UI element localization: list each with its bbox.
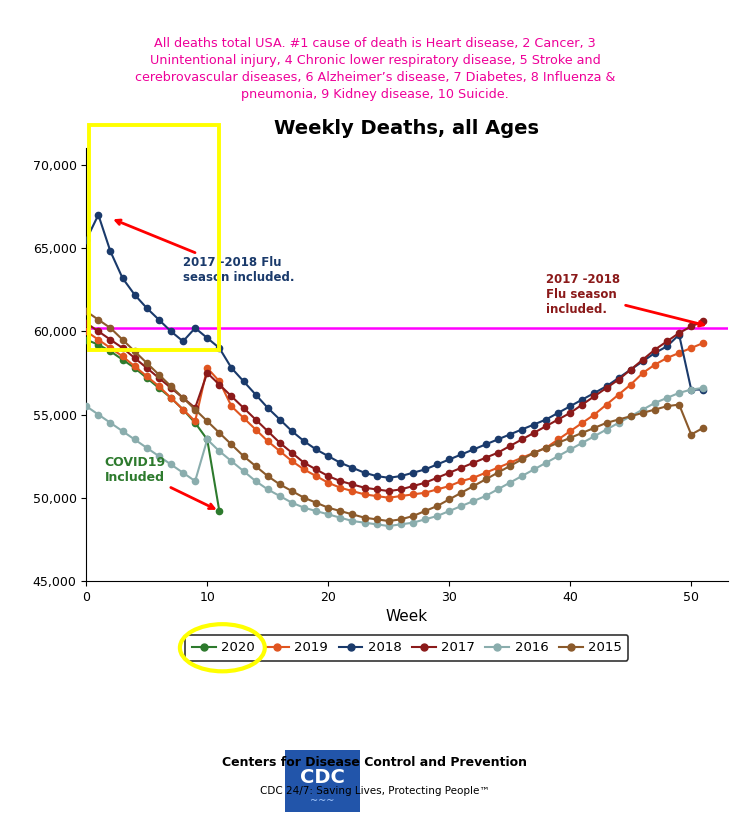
2016 xyxy=(469,496,478,506)
2020 xyxy=(94,339,103,349)
Text: CDC: CDC xyxy=(300,768,345,787)
Bar xyxy=(88,125,219,349)
2015 xyxy=(469,481,478,491)
Line: 2017: 2017 xyxy=(83,318,706,494)
Text: Centers for Disease Control and Prevention: Centers for Disease Control and Preventi… xyxy=(223,756,527,769)
2020 xyxy=(118,354,127,364)
2019 xyxy=(299,465,308,475)
2017 xyxy=(493,448,502,458)
2020 xyxy=(190,418,200,428)
Text: All deaths total USA. #1 cause of death is Heart disease, 2 Cancer, 3
Unintentio: All deaths total USA. #1 cause of death … xyxy=(135,37,615,101)
2016 xyxy=(82,401,91,411)
2019 xyxy=(469,473,478,483)
2015 xyxy=(384,516,393,526)
Line: 2019: 2019 xyxy=(83,328,706,501)
2018 xyxy=(481,439,490,449)
Line: 2015: 2015 xyxy=(83,308,706,524)
2020 xyxy=(202,434,211,444)
X-axis label: Week: Week xyxy=(386,609,428,625)
Title: Weekly Deaths, all Ages: Weekly Deaths, all Ages xyxy=(274,119,539,138)
2017 xyxy=(469,458,478,468)
2017 xyxy=(130,353,140,363)
2017 xyxy=(299,458,308,468)
2015 xyxy=(299,493,308,503)
2017 xyxy=(82,318,91,328)
2020 xyxy=(214,506,223,516)
2019 xyxy=(82,326,91,336)
Line: 2016: 2016 xyxy=(83,385,706,529)
2019 xyxy=(662,353,671,363)
Text: ~~~: ~~~ xyxy=(310,795,334,806)
Text: COVID19
Included: COVID19 Included xyxy=(104,456,214,508)
2019 xyxy=(372,491,381,501)
2017 xyxy=(662,336,671,346)
2019 xyxy=(699,338,708,348)
2016 xyxy=(699,383,708,393)
2015 xyxy=(372,514,381,524)
2016 xyxy=(662,393,671,403)
Text: CDC 24/7: Saving Lives, Protecting People™: CDC 24/7: Saving Lives, Protecting Peopl… xyxy=(260,786,490,796)
Text: 2017 -2018
Flu season
included.: 2017 -2018 Flu season included. xyxy=(546,273,704,326)
Text: 2017 -2018 Flu
season included.: 2017 -2018 Flu season included. xyxy=(116,220,295,284)
2020 xyxy=(154,383,164,393)
2015 xyxy=(662,401,671,411)
2018 xyxy=(384,473,393,483)
2016 xyxy=(493,485,502,494)
2015 xyxy=(699,423,708,433)
Line: 2020: 2020 xyxy=(83,336,223,514)
Line: 2018: 2018 xyxy=(83,212,706,481)
2015 xyxy=(493,468,502,478)
2020 xyxy=(178,405,188,414)
2018 xyxy=(433,460,442,470)
2017 xyxy=(699,316,708,326)
2018 xyxy=(312,444,321,454)
2016 xyxy=(130,434,140,444)
2015 xyxy=(130,346,140,356)
2017 xyxy=(372,485,381,494)
Legend: 2020, 2019, 2018, 2017, 2016, 2015: 2020, 2019, 2018, 2017, 2016, 2015 xyxy=(185,634,628,661)
2020 xyxy=(166,393,176,403)
2019 xyxy=(384,493,393,503)
2020 xyxy=(142,373,152,383)
2016 xyxy=(384,521,393,531)
2018 xyxy=(506,429,515,439)
2018 xyxy=(396,471,405,481)
2017 xyxy=(384,486,393,496)
2020 xyxy=(130,363,140,373)
2016 xyxy=(299,503,308,513)
2018 xyxy=(94,210,103,220)
2020 xyxy=(82,335,91,344)
2020 xyxy=(106,346,115,356)
2019 xyxy=(493,463,502,473)
2015 xyxy=(82,307,91,316)
2018 xyxy=(142,303,152,313)
2016 xyxy=(372,519,381,529)
2019 xyxy=(130,362,140,372)
2018 xyxy=(82,235,91,245)
2018 xyxy=(699,385,708,395)
